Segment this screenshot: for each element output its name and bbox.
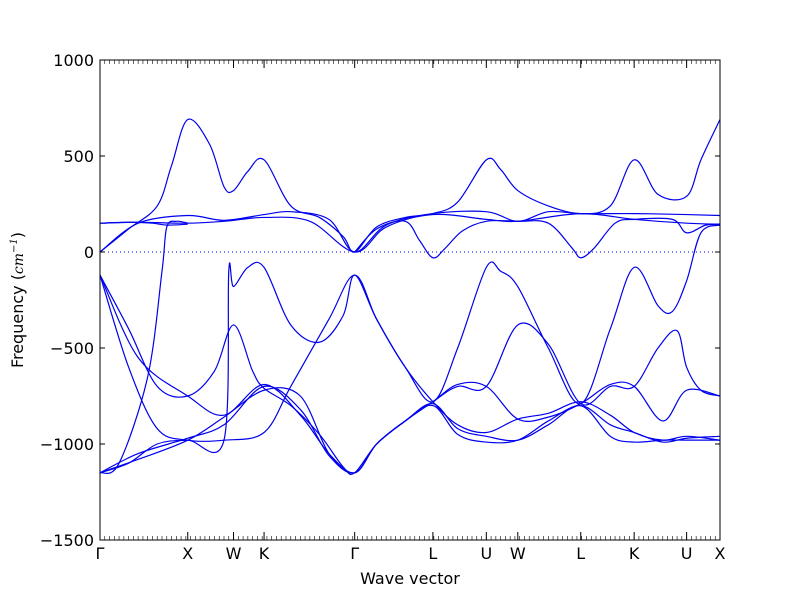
dispersion-branch-1	[99, 118, 721, 253]
y-axis-title-close: )	[8, 232, 27, 238]
y-tick-label: −1000	[40, 435, 94, 454]
dispersion-branch-9	[99, 274, 721, 474]
dispersion-branch-12	[99, 385, 721, 474]
x-tick-label: Γ	[96, 544, 105, 563]
y-axis-title-text: Frequency (	[8, 274, 27, 368]
y-tick-label: −1500	[40, 531, 94, 550]
y-tick-label: 0	[84, 243, 94, 262]
x-tick-label: U	[681, 544, 693, 563]
x-tick-label: W	[226, 544, 242, 563]
dispersion-branch-10	[99, 274, 721, 442]
plot-background	[100, 60, 720, 540]
dispersion-branch-11	[99, 387, 720, 474]
dispersion-branch-4	[99, 221, 188, 226]
x-tick-label: U	[480, 544, 492, 563]
y-axis-title: Frequency (cm−1)	[8, 232, 27, 368]
x-axis-title: Wave vector	[360, 569, 460, 588]
dispersion-branch-3	[99, 212, 721, 253]
y-tick-label: 500	[63, 147, 94, 166]
dispersion-branches	[99, 118, 721, 476]
x-tick-label: Γ	[350, 544, 359, 563]
y-tick-label: 1000	[53, 51, 94, 70]
x-axis-minor-ticks	[99, 60, 721, 540]
dispersion-branch-5	[354, 217, 721, 259]
x-tick-label: X	[715, 544, 726, 563]
x-tick-label: X	[182, 544, 193, 563]
y-axis-title-unit: cm	[11, 253, 27, 274]
y-tick-label: −500	[50, 339, 94, 358]
x-tick-label: L	[428, 544, 437, 563]
y-axis-ticks: 1000 500 0 −500 −1000 −1500	[40, 51, 720, 550]
x-tick-label: K	[259, 544, 270, 563]
x-tick-label: L	[576, 544, 585, 563]
x-tick-label: K	[629, 544, 640, 563]
y-axis-title-unit-exponent: −1	[9, 238, 20, 253]
x-tick-label: W	[510, 544, 526, 563]
